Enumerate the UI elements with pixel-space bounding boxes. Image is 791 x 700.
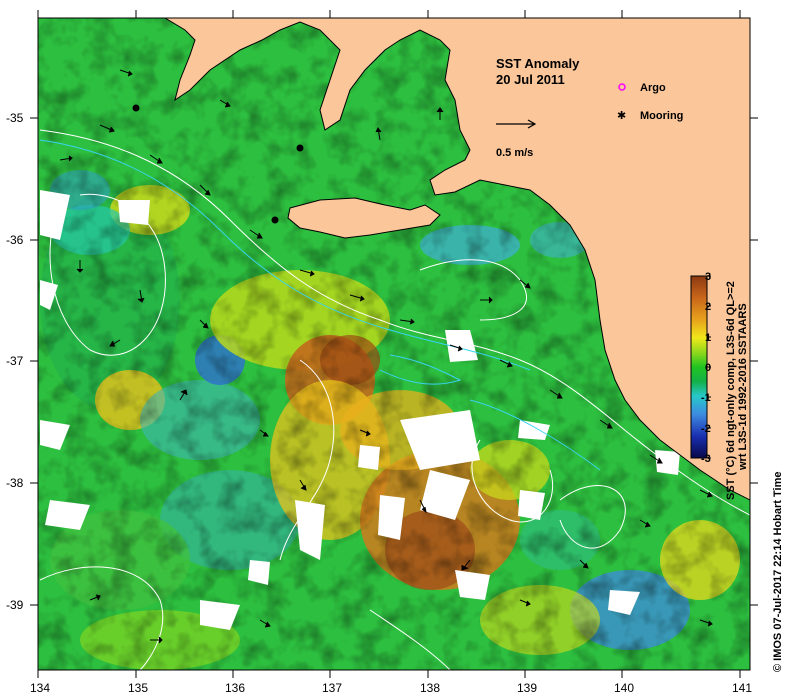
map-title: SST Anomaly [496,56,580,71]
legend-label-argo: Argo [640,82,666,94]
x-tick-label: 141 [732,681,752,695]
velocity-scale-label: 0.5 m/s [496,147,533,159]
velocity-scale: 0.5 m/s [496,119,537,159]
x-tick-label: 135 [128,681,148,695]
colorbar-tick-label: 1 [705,332,711,344]
kangaroo-island [287,197,441,239]
colorbar-ticks [707,275,711,459]
x-axis [37,10,741,678]
colorbar: 3 2 1 0 -1 -2 -3 SST (°C) 6d ngt-only co… [690,271,749,500]
colorbar-tick-label: 3 [705,271,711,283]
colorbar-caption-line1: SST (°C) 6d ngt-only comp, L3S-6d QL>=2 [725,281,737,500]
argo-symbol-icon [618,83,626,91]
south-australia-mainland [164,18,750,501]
mooring-marker[interactable] [271,216,279,224]
map-date: 20 Jul 2011 [496,72,565,87]
mooring-symbol-icon: ✱ [617,109,626,122]
x-tick-label: 140 [614,681,634,695]
mooring-marker[interactable] [132,104,140,112]
colorbar-tick-label: 2 [705,301,711,313]
x-tick-label: 137 [322,681,342,695]
colorbar-tick-label: -1 [701,392,711,404]
map-frame [37,17,751,671]
x-tick-label: 134 [30,681,50,695]
copyright-text: © IMOS 07-Jul-2017 22:14 Hobart Time [772,472,784,672]
x-axis-tick-labels: 134 135 136 137 138 139 140 141 [30,681,752,695]
y-tick-label: -38 [6,476,24,490]
land-masses [164,18,750,501]
y-tick-label: -37 [6,354,24,368]
map-plot-area: SST Anomaly 20 Jul 2011 0.5 m/s Argo ✱ M… [38,18,750,670]
x-tick-label: 136 [225,681,245,695]
legend-label-mooring: Mooring [640,110,683,122]
y-axis-tick-labels: -35 -36 -37 -38 -39 [6,111,24,612]
colorbar-tick-label: 0 [705,362,711,374]
x-tick-label: 138 [420,681,440,695]
missing-data-gaps [40,190,680,630]
y-tick-label: -35 [6,111,24,125]
y-axis [30,117,758,606]
y-tick-label: -39 [6,598,24,612]
colorbar-tick-label: -3 [701,453,711,465]
x-tick-label: 139 [517,681,537,695]
y-tick-label: -36 [6,233,24,247]
velocity-scale-arrow [496,119,537,129]
mooring-marker[interactable] [296,144,304,152]
mooring-markers [132,104,304,224]
map-legend: Argo ✱ Mooring [617,82,683,122]
colorbar-caption-line2: wrt L3S-1d 1992-2016 SSTAARS [737,303,749,471]
surface-velocity-vectors [59,69,713,644]
colorbar-tick-label: -2 [701,423,711,435]
